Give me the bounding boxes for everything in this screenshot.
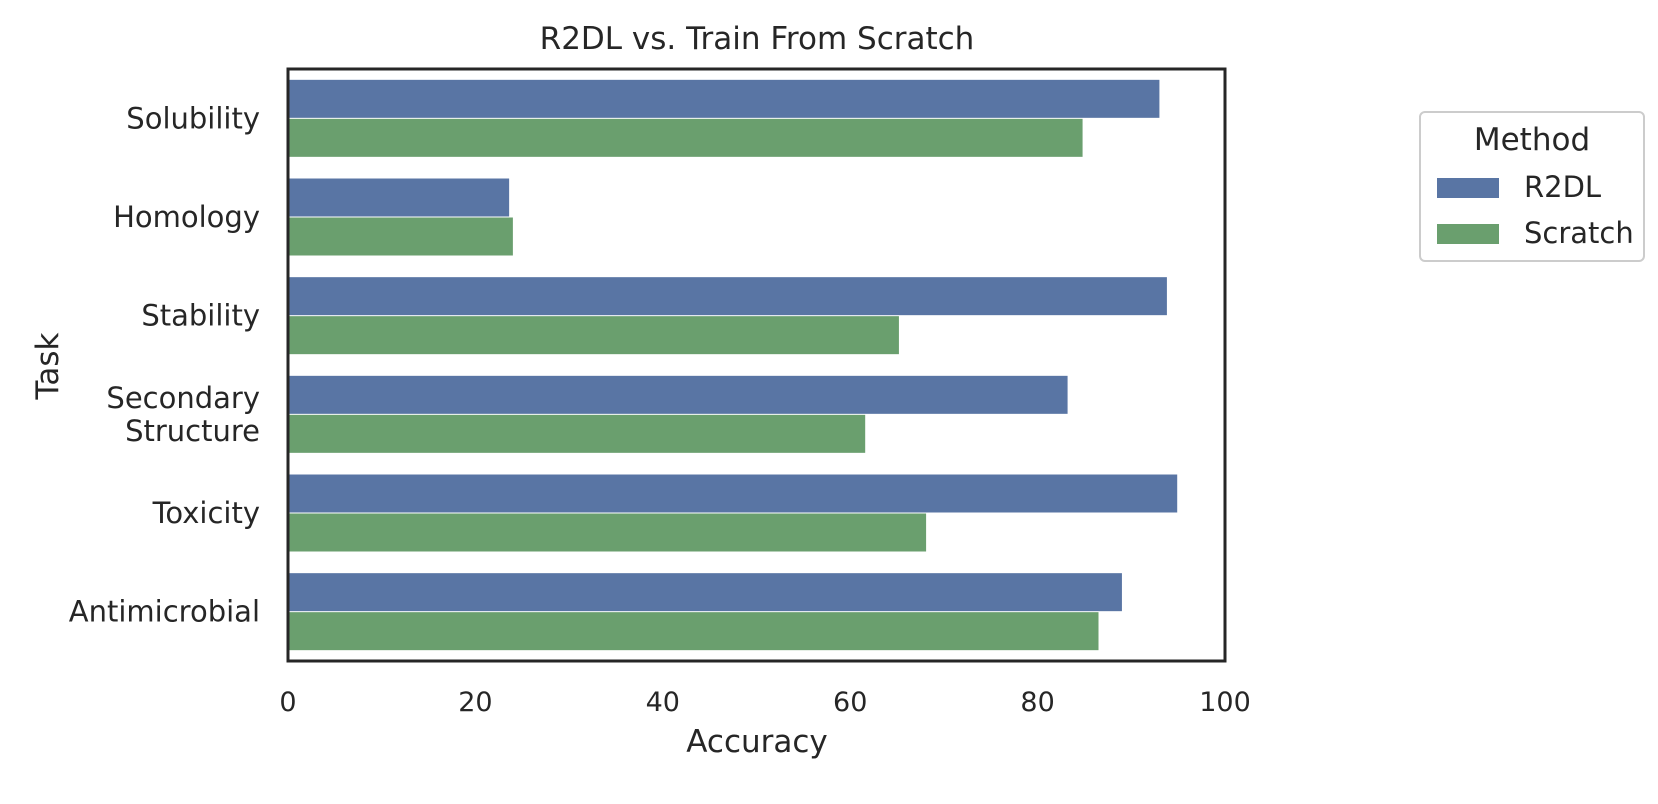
y-axis-label: Task bbox=[30, 333, 66, 401]
legend-swatch-scratch bbox=[1437, 224, 1499, 244]
legend-title: Method bbox=[1474, 122, 1590, 158]
legend-frame bbox=[1419, 111, 1645, 262]
bar-scratch bbox=[288, 414, 866, 453]
y-tick-label: Toxicity bbox=[152, 496, 260, 530]
bar-scratch bbox=[288, 217, 513, 256]
y-tick-label: Secondary Structure bbox=[106, 381, 260, 448]
bar-r2dl bbox=[288, 277, 1167, 316]
x-tick-label: 0 bbox=[279, 687, 296, 718]
bar-scratch bbox=[288, 513, 927, 552]
bars-layer bbox=[288, 79, 1178, 651]
plot-frame bbox=[286, 67, 1227, 663]
x-axis-label: Accuracy bbox=[686, 724, 828, 760]
bar-r2dl bbox=[288, 573, 1122, 612]
x-tick-label: 40 bbox=[646, 687, 680, 718]
bar-r2dl bbox=[288, 375, 1068, 414]
bar-scratch bbox=[288, 612, 1099, 651]
y-tick-label: Stability bbox=[141, 299, 260, 333]
legend-label-scratch: Scratch bbox=[1524, 216, 1634, 250]
bar-r2dl bbox=[288, 79, 1160, 118]
legend-label-r2dl: R2DL bbox=[1524, 170, 1601, 204]
x-tick-label: 20 bbox=[458, 687, 492, 718]
axes-layer: 0 20 40 60 80 100 Solubility Homology Stability S… bbox=[69, 67, 1251, 718]
y-tick-label: Solubility bbox=[126, 101, 260, 135]
legend-swatch-r2dl bbox=[1437, 178, 1499, 198]
bar-r2dl bbox=[288, 178, 510, 217]
bar-scratch bbox=[288, 316, 899, 355]
x-tick-label: 100 bbox=[1199, 687, 1251, 718]
legend: Method R2DL Scratch bbox=[1419, 111, 1645, 262]
x-tick-label: 60 bbox=[833, 687, 867, 718]
y-tick-label: Antimicrobial bbox=[69, 595, 260, 629]
bar-r2dl bbox=[288, 474, 1178, 513]
x-tick-label: 80 bbox=[1020, 687, 1054, 718]
bar-scratch bbox=[288, 118, 1083, 157]
legend-entries: R2DL Scratch bbox=[1437, 170, 1634, 250]
chart-title: R2DL vs. Train From Scratch bbox=[540, 21, 975, 57]
y-tick-label: Homology bbox=[113, 200, 260, 234]
